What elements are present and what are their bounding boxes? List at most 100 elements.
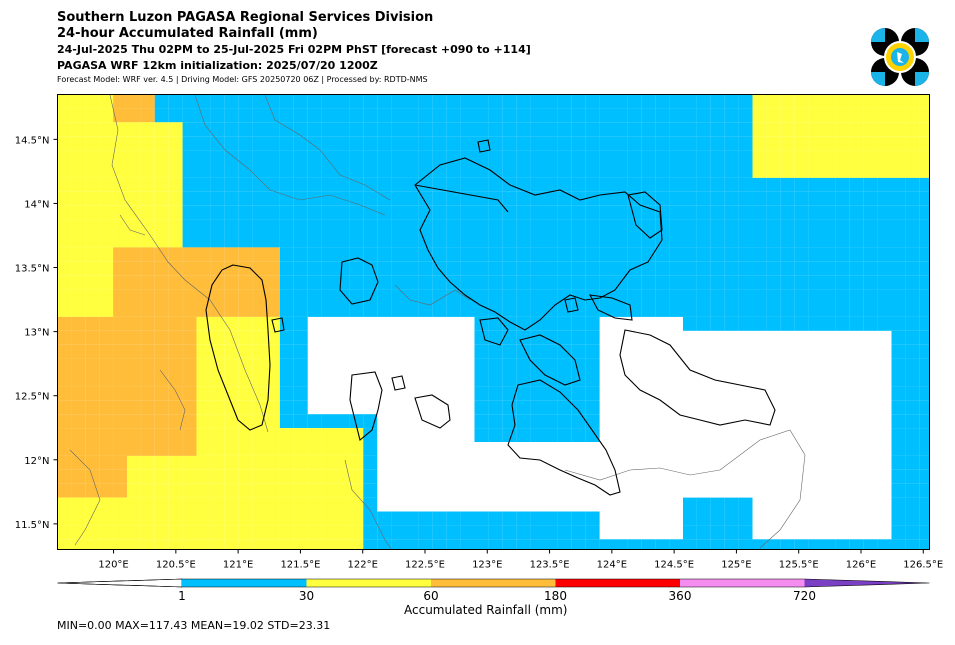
rainfall-cell xyxy=(279,122,294,137)
rainfall-cell xyxy=(849,205,864,220)
rainfall-cell xyxy=(516,303,531,317)
rainfall-cell xyxy=(766,94,781,109)
rainfall-cell xyxy=(502,150,517,164)
rainfall-cell xyxy=(599,122,614,137)
rainfall-cell xyxy=(154,469,169,484)
rainfall-cell xyxy=(655,150,670,164)
rainfall-cell xyxy=(474,219,489,234)
rainfall-cell xyxy=(127,191,141,206)
rainfall-cell xyxy=(71,108,86,123)
rainfall-cell xyxy=(835,303,850,317)
rainfall-cell xyxy=(85,191,100,206)
rainfall-cell xyxy=(349,442,364,456)
rainfall-cell xyxy=(752,122,767,137)
coastlines xyxy=(69,94,806,551)
rainfall-cell xyxy=(279,455,294,470)
rainfall-cell xyxy=(446,108,461,123)
rainfall-cell xyxy=(627,150,642,164)
rainfall-cell xyxy=(571,386,586,401)
rainfall-cell xyxy=(57,428,72,442)
rainfall-cell xyxy=(182,316,197,331)
rainfall-cell xyxy=(196,358,211,373)
rainfall-cell xyxy=(474,261,489,276)
rainfall-cell xyxy=(154,386,169,401)
rainfall-cell xyxy=(488,205,503,220)
rainfall-cell xyxy=(349,261,364,276)
rainfall-cell xyxy=(168,469,183,484)
rainfall-cell xyxy=(182,497,197,512)
rainfall-cell xyxy=(279,94,294,109)
rainfall-cell xyxy=(669,122,683,137)
rainfall-cell xyxy=(196,483,211,498)
rainfall-cell xyxy=(502,386,517,401)
rainfall-cell xyxy=(752,94,767,109)
rainfall-cell xyxy=(502,358,517,373)
rainfall-cell xyxy=(363,177,378,192)
rainfall-cell xyxy=(557,177,572,192)
rainfall-cell xyxy=(57,497,72,512)
rainfall-cell xyxy=(99,358,114,373)
rainfall-cell xyxy=(293,372,308,387)
rainfall-cell xyxy=(710,525,725,540)
x-tick-label: 123°E xyxy=(472,560,502,571)
rainfall-cell xyxy=(182,344,197,359)
rainfall-cell xyxy=(182,428,197,442)
rainfall-cell xyxy=(363,539,378,550)
rainfall-cell xyxy=(266,414,280,429)
rainfall-cell xyxy=(154,177,169,192)
rainfall-cell xyxy=(627,219,642,234)
rainfall-cell xyxy=(641,289,656,303)
rainfall-cell xyxy=(196,247,211,262)
rainfall-cell xyxy=(627,122,642,137)
rainfall-cell xyxy=(446,539,461,550)
rainfall-cell xyxy=(210,219,225,234)
rainfall-cell xyxy=(335,247,350,262)
rainfall-cell xyxy=(571,316,586,331)
rainfall-cell xyxy=(530,344,544,359)
rainfall-cell xyxy=(432,511,447,526)
rainfall-cell xyxy=(57,289,72,303)
rainfall-cell xyxy=(321,303,336,317)
rainfall-cell xyxy=(530,316,544,331)
rainfall-cell xyxy=(585,386,600,401)
rainfall-cell xyxy=(557,316,572,331)
rainfall-cell xyxy=(877,108,892,123)
rainfall-cell xyxy=(182,330,197,345)
rainfall-cell xyxy=(154,428,169,442)
rainfall-cell xyxy=(266,442,280,456)
rainfall-cell xyxy=(557,150,572,164)
rainfall-cell xyxy=(446,275,461,290)
rainfall-cell xyxy=(154,205,169,220)
rainfall-cell xyxy=(877,233,892,248)
rainfall-cell xyxy=(585,330,600,345)
rainfall-cell xyxy=(516,525,531,540)
rainfall-cell xyxy=(877,177,892,192)
rainfall-cell xyxy=(432,164,447,178)
rainfall-cell xyxy=(835,136,850,151)
rainfall-cell xyxy=(849,122,864,137)
rainfall-cell xyxy=(905,289,920,303)
rainfall-cell xyxy=(724,511,739,526)
colorbar: 1 30 60 180 360 720 xyxy=(57,578,930,603)
rainfall-cell xyxy=(335,108,350,123)
rainfall-cell xyxy=(168,497,183,512)
rainfall-cell xyxy=(669,247,683,262)
rainfall-cell xyxy=(905,94,920,109)
rainfall-cell xyxy=(571,344,586,359)
rainfall-cell xyxy=(571,511,586,526)
rainfall-cell xyxy=(780,177,795,192)
rainfall-cell xyxy=(460,247,475,262)
rainfall-cell xyxy=(377,122,392,137)
rainfall-cell xyxy=(863,205,878,220)
rainfall-cell xyxy=(293,150,308,164)
rainfall-cell xyxy=(460,108,475,123)
rainfall-cell xyxy=(307,497,322,512)
rainfall-cell xyxy=(905,497,920,512)
rainfall-cell xyxy=(919,400,930,415)
rainfall-cell xyxy=(863,191,878,206)
rainfall-cell xyxy=(391,205,405,220)
rainfall-cell xyxy=(488,219,503,234)
rainfall-cell xyxy=(488,428,503,442)
rainfall-cell xyxy=(460,539,475,550)
rainfall-cell xyxy=(460,205,475,220)
